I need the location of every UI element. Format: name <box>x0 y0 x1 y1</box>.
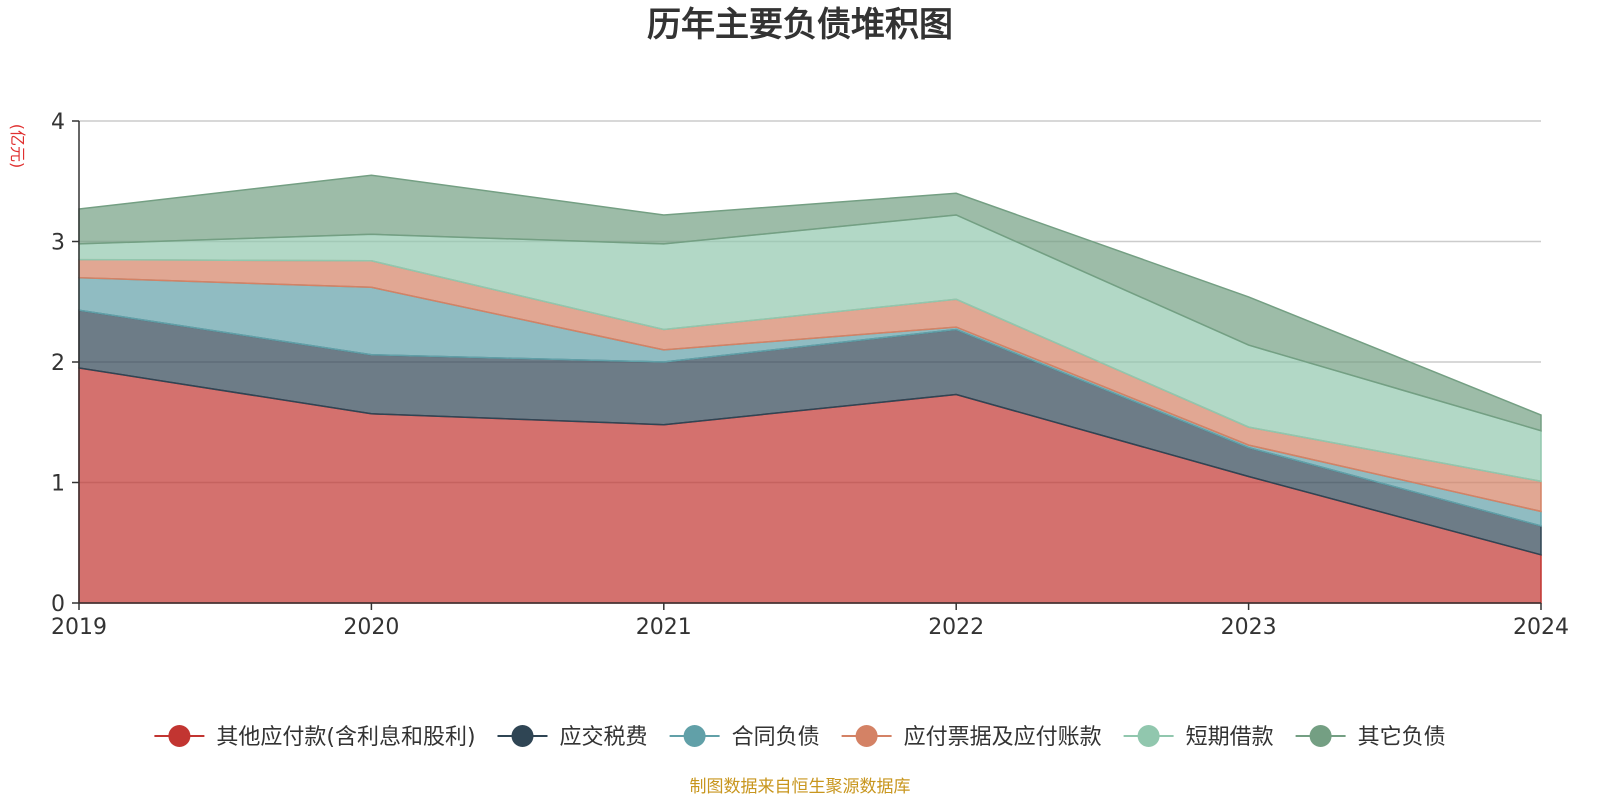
legend-item-6[interactable]: 其它负债 <box>1295 725 1446 750</box>
legend[interactable]: 其他应付款(含利息和股利) 应交税费 合同负债 应付票据及应付账款 短期借款 其它负债 <box>154 725 1446 750</box>
legend-label: 应交税费 <box>560 725 648 750</box>
legend-item-1[interactable]: 其他应付款(含利息和股利) <box>154 725 476 750</box>
legend-circle-icon <box>683 725 706 747</box>
chart-title: 历年主要负债堆积图 <box>647 5 953 45</box>
y-tick-label: 1 <box>51 472 65 497</box>
legend-circle-icon <box>168 725 191 747</box>
legend-circle-icon <box>511 725 534 747</box>
y-tick-label: 0 <box>51 592 65 617</box>
x-tick-label: 2019 <box>51 615 107 640</box>
legend-label: 合同负债 <box>732 725 820 750</box>
area-series-group <box>78 174 1542 604</box>
x-tick-label: 2022 <box>928 615 984 640</box>
x-tick-label: 2024 <box>1513 615 1569 640</box>
legend-circle-icon <box>855 725 878 747</box>
axes: 0 1 2 3 4 2019 2020 2021 2022 2023 2024 <box>51 110 1569 640</box>
legend-circle-icon <box>1137 725 1160 747</box>
legend-item-2[interactable]: 应交税费 <box>497 725 648 750</box>
legend-item-4[interactable]: 应付票据及应付账款 <box>841 725 1102 750</box>
legend-label: 短期借款 <box>1186 725 1274 750</box>
legend-item-3[interactable]: 合同负债 <box>669 725 820 750</box>
y-tick-label: 3 <box>51 231 65 256</box>
legend-label: 应付票据及应付账款 <box>904 725 1102 750</box>
x-tick-label: 2023 <box>1221 615 1277 640</box>
legend-circle-icon <box>1309 725 1332 747</box>
legend-label: 其它负债 <box>1358 725 1446 750</box>
y-tick-label: 2 <box>51 351 65 376</box>
legend-item-5[interactable]: 短期借款 <box>1123 725 1274 750</box>
source-note: 制图数据来自恒生聚源数据库 <box>690 777 911 797</box>
legend-label: 其他应付款(含利息和股利) <box>216 725 475 750</box>
area-series-6[interactable] <box>78 174 1542 432</box>
x-tick-label: 2021 <box>636 615 692 640</box>
y-axis-unit-label: (亿元) <box>8 124 27 169</box>
x-tick-label: 2020 <box>343 615 399 640</box>
y-tick-label: 4 <box>51 110 65 135</box>
